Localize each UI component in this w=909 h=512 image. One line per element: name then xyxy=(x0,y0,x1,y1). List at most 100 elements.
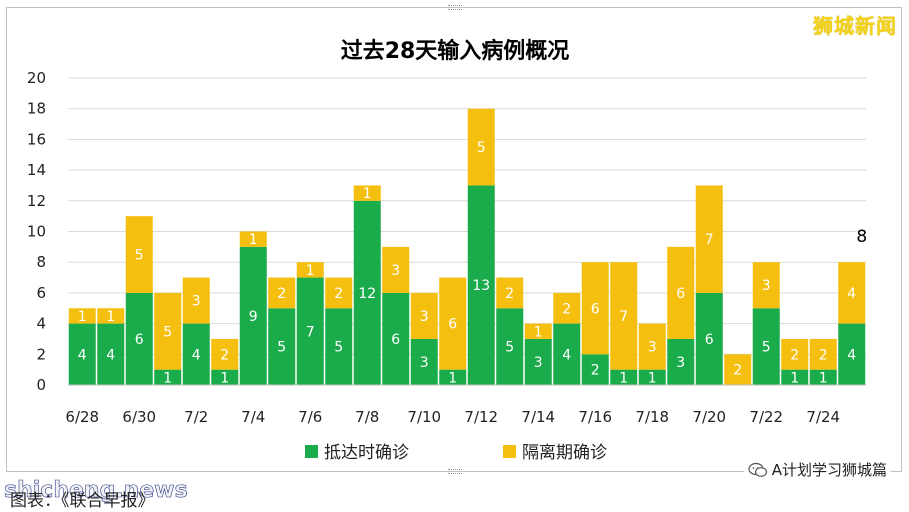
bar-segment xyxy=(724,354,752,385)
x-tick-label: 7/14 xyxy=(521,408,555,426)
data-label: 1 xyxy=(819,370,828,386)
bar-segment xyxy=(809,369,837,385)
bar-segment xyxy=(610,369,638,385)
legend-label-imported: 抵达时确诊 xyxy=(324,443,409,463)
bar-segment xyxy=(325,277,353,309)
data-label: 5 xyxy=(505,340,514,356)
y-tick-label: 0 xyxy=(36,376,46,394)
bar-segment xyxy=(752,262,780,309)
data-label: 2 xyxy=(790,347,799,363)
bar-segment xyxy=(496,277,524,309)
watermark-brand: 狮城新闻 xyxy=(813,14,897,38)
bar-segment xyxy=(97,323,125,385)
bar-segment xyxy=(97,308,125,324)
x-tick-label: 7/10 xyxy=(407,408,441,426)
legend-label-quarantine: 隔离期确诊 xyxy=(522,443,607,463)
bar-segment xyxy=(467,108,495,186)
bar-segment xyxy=(154,292,182,370)
data-label: 1 xyxy=(363,186,372,202)
y-tick-label: 16 xyxy=(27,130,46,148)
bar-segment xyxy=(182,323,210,385)
data-label: 2 xyxy=(591,363,600,379)
data-label: 1 xyxy=(106,309,115,325)
x-tick-label: 6/28 xyxy=(65,408,99,426)
bar-segment xyxy=(182,277,210,324)
y-tick-label: 12 xyxy=(27,192,46,210)
bar-segment xyxy=(68,323,96,385)
y-tick-label: 8 xyxy=(36,253,46,271)
x-tick-label: 7/8 xyxy=(355,408,379,426)
bar-segment xyxy=(410,292,438,339)
data-label: 3 xyxy=(648,340,657,356)
resize-handle-bottom[interactable] xyxy=(448,469,462,474)
bar-segment xyxy=(239,246,267,385)
bar-segment xyxy=(68,308,96,324)
resize-handle-top[interactable] xyxy=(448,5,462,10)
bar-segment xyxy=(439,277,467,370)
y-tick-label: 6 xyxy=(36,284,46,302)
chart-title: 过去28天输入病例概况 xyxy=(341,38,570,64)
data-label: 2 xyxy=(220,347,229,363)
data-label: 13 xyxy=(472,278,490,294)
x-tick-label: 7/22 xyxy=(749,408,783,426)
data-label: 1 xyxy=(619,370,628,386)
x-tick-label: 7/2 xyxy=(184,408,208,426)
legend-swatch-imported xyxy=(305,445,318,458)
data-label: 3 xyxy=(534,355,543,371)
data-label: 7 xyxy=(619,309,628,325)
x-tick-label: 7/4 xyxy=(241,408,265,426)
data-label: 3 xyxy=(192,294,201,310)
data-label: 3 xyxy=(420,355,429,371)
bar-segment xyxy=(838,323,866,385)
x-tick-label: 7/24 xyxy=(806,408,840,426)
data-label: 5 xyxy=(277,340,286,356)
data-label: 3 xyxy=(676,355,685,371)
bar-segment xyxy=(610,262,638,370)
x-tick-label: 7/12 xyxy=(464,408,498,426)
legend-swatch-quarantine xyxy=(503,445,516,458)
watermark-account: A计划学习狮城篇 xyxy=(743,458,891,481)
data-label: 7 xyxy=(306,324,315,340)
bar-segment xyxy=(211,369,239,385)
bar-segment xyxy=(695,185,723,293)
data-label: 1 xyxy=(790,370,799,386)
bar-segment xyxy=(382,246,410,293)
bar-segment xyxy=(553,323,581,385)
bar-segment xyxy=(695,292,723,385)
y-tick-label: 20 xyxy=(27,69,46,87)
bar-segment xyxy=(268,308,296,385)
bar-segment xyxy=(125,216,153,293)
bar-segment xyxy=(524,338,552,385)
watermark-account-label: A计划学习狮城篇 xyxy=(771,461,887,479)
bar-segment xyxy=(353,200,381,385)
bar-segment xyxy=(667,338,695,385)
y-tick-label: 10 xyxy=(27,223,46,241)
data-label: 5 xyxy=(135,248,144,264)
data-label: 4 xyxy=(106,347,115,363)
bar-segment xyxy=(296,277,324,385)
data-label: 6 xyxy=(135,332,144,348)
wechat-icon xyxy=(748,462,767,477)
data-label: 5 xyxy=(163,324,172,340)
data-label: 3 xyxy=(391,263,400,279)
data-label: 1 xyxy=(249,232,258,248)
data-label: 2 xyxy=(733,363,742,379)
bar-segment xyxy=(752,308,780,385)
chart-frame xyxy=(6,5,902,474)
watermark-site: shicheng.news xyxy=(4,478,188,504)
bar-segment xyxy=(410,338,438,385)
bar-segment xyxy=(325,308,353,385)
data-label: 2 xyxy=(334,286,343,302)
data-label: 6 xyxy=(391,332,400,348)
data-label: 1 xyxy=(648,370,657,386)
bar-segment xyxy=(838,262,866,324)
data-label: 1 xyxy=(163,370,172,386)
data-label: 5 xyxy=(334,340,343,356)
x-tick-label: 7/16 xyxy=(578,408,612,426)
bar-segment xyxy=(581,354,609,385)
bar-segment xyxy=(439,369,467,385)
data-label: 1 xyxy=(448,370,457,386)
